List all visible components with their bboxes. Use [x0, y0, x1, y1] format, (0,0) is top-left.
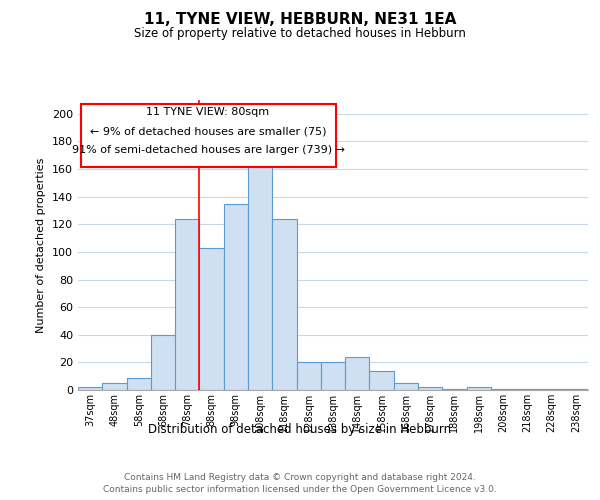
Bar	[370, 370, 394, 390]
Bar	[102, 383, 127, 390]
FancyBboxPatch shape	[80, 104, 335, 166]
Text: Distribution of detached houses by size in Hebburn: Distribution of detached houses by size …	[148, 422, 452, 436]
Text: 11 TYNE VIEW: 80sqm: 11 TYNE VIEW: 80sqm	[146, 108, 269, 118]
Bar	[151, 335, 175, 390]
Bar	[321, 362, 345, 390]
Bar	[296, 362, 321, 390]
Y-axis label: Number of detached properties: Number of detached properties	[37, 158, 46, 332]
Text: ← 9% of detached houses are smaller (75): ← 9% of detached houses are smaller (75)	[90, 126, 326, 136]
Bar	[467, 387, 491, 390]
Text: 91% of semi-detached houses are larger (739) →: 91% of semi-detached houses are larger (…	[71, 145, 344, 155]
Bar	[127, 378, 151, 390]
Bar	[442, 388, 467, 390]
Bar	[394, 383, 418, 390]
Bar	[224, 204, 248, 390]
Bar	[199, 248, 224, 390]
Bar	[248, 165, 272, 390]
Bar	[175, 219, 199, 390]
Bar	[78, 387, 102, 390]
Bar	[564, 388, 588, 390]
Bar	[539, 388, 564, 390]
Text: Contains HM Land Registry data © Crown copyright and database right 2024.: Contains HM Land Registry data © Crown c…	[124, 472, 476, 482]
Bar	[345, 357, 370, 390]
Text: Contains public sector information licensed under the Open Government Licence v3: Contains public sector information licen…	[103, 485, 497, 494]
Text: Size of property relative to detached houses in Hebburn: Size of property relative to detached ho…	[134, 28, 466, 40]
Text: 11, TYNE VIEW, HEBBURN, NE31 1EA: 11, TYNE VIEW, HEBBURN, NE31 1EA	[144, 12, 456, 28]
Bar	[515, 388, 539, 390]
Bar	[418, 387, 442, 390]
Bar	[491, 388, 515, 390]
Bar	[272, 219, 296, 390]
